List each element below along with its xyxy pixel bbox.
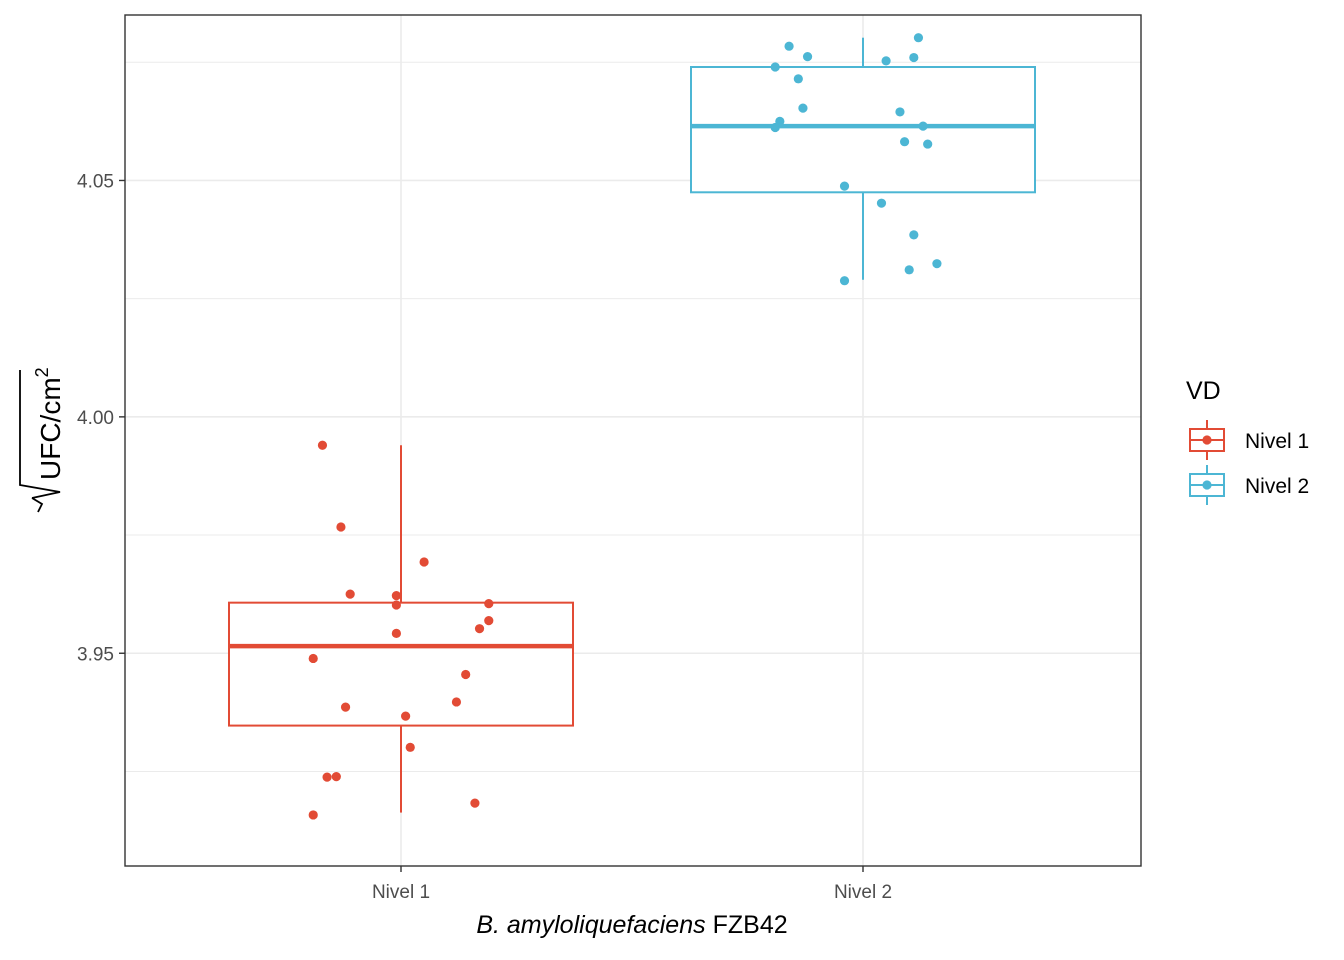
data-point: [391, 600, 401, 610]
data-point: [904, 265, 914, 275]
data-point: [308, 653, 318, 664]
legend-label: Nivel 1: [1245, 430, 1309, 453]
data-point: [784, 41, 794, 51]
legend-title: VD: [1186, 377, 1221, 405]
data-point: [909, 52, 919, 63]
panel-border: [124, 14, 1142, 867]
legend-key-point: [1202, 435, 1212, 445]
data-point: [340, 702, 351, 712]
data-point: [839, 276, 850, 286]
data-point: [839, 181, 850, 191]
data-point: [793, 74, 803, 84]
box-body: [228, 601, 574, 727]
legend-item-2: Nivel 2: [1189, 465, 1309, 505]
data-point: [770, 122, 780, 133]
data-point: [881, 56, 891, 66]
data-point: [470, 798, 480, 808]
data-point: [876, 198, 887, 208]
data-point: [308, 810, 318, 820]
data-point: [484, 616, 494, 626]
data-point: [461, 669, 471, 680]
legend-label: Nivel 2: [1245, 475, 1309, 498]
data-point: [331, 772, 341, 782]
x-tick-label: Nivel 2: [834, 882, 892, 903]
y-axis-title-text: UFC/cm2: [32, 367, 66, 480]
data-point: [336, 522, 346, 532]
boxes: [228, 37, 1036, 813]
data-point: [391, 590, 401, 601]
legend-key-point: [1202, 480, 1212, 490]
legend-item-1: Nivel 1: [1189, 420, 1309, 460]
y-axis-title: UFC/cm2: [19, 367, 66, 513]
data-point: [484, 599, 494, 609]
data-point: [918, 121, 928, 131]
data-point: [322, 772, 332, 782]
data-point: [770, 62, 780, 72]
x-axis-title-italic: B. amyloliquefaciens: [476, 911, 705, 939]
sqrt-radical: [19, 370, 61, 513]
data-point: [419, 557, 429, 567]
data-point: [451, 697, 462, 707]
x-tick-label: Nivel 1: [372, 882, 430, 903]
axes: 3.95 4.00 4.05 Nivel 1 Nivel 2: [77, 171, 892, 903]
data-point: [391, 628, 401, 638]
data-point: [899, 137, 910, 147]
data-point: [802, 52, 813, 62]
data-point: [909, 230, 919, 240]
data-point: [913, 33, 924, 43]
box-body: [690, 66, 1036, 194]
y-tick-label: 3.95: [77, 644, 114, 665]
data-point: [345, 589, 355, 599]
legend: VD Nivel 1 Nivel 2: [1186, 377, 1309, 505]
box-2: [690, 37, 1036, 280]
data-point: [401, 711, 411, 721]
data-points: [308, 33, 942, 820]
data-point: [405, 742, 415, 752]
data-point: [317, 440, 328, 450]
x-axis-title-rest: FZB42: [713, 911, 788, 939]
data-point: [923, 139, 933, 149]
x-axis-title: B. amyloliquefaciens FZB42: [476, 911, 787, 939]
data-point: [798, 103, 808, 113]
y-tick-label: 4.05: [77, 171, 114, 192]
y-tick-label: 4.00: [77, 408, 114, 429]
data-point: [932, 259, 942, 269]
data-point: [895, 107, 905, 117]
data-point: [474, 624, 485, 634]
box-1: [228, 445, 574, 813]
